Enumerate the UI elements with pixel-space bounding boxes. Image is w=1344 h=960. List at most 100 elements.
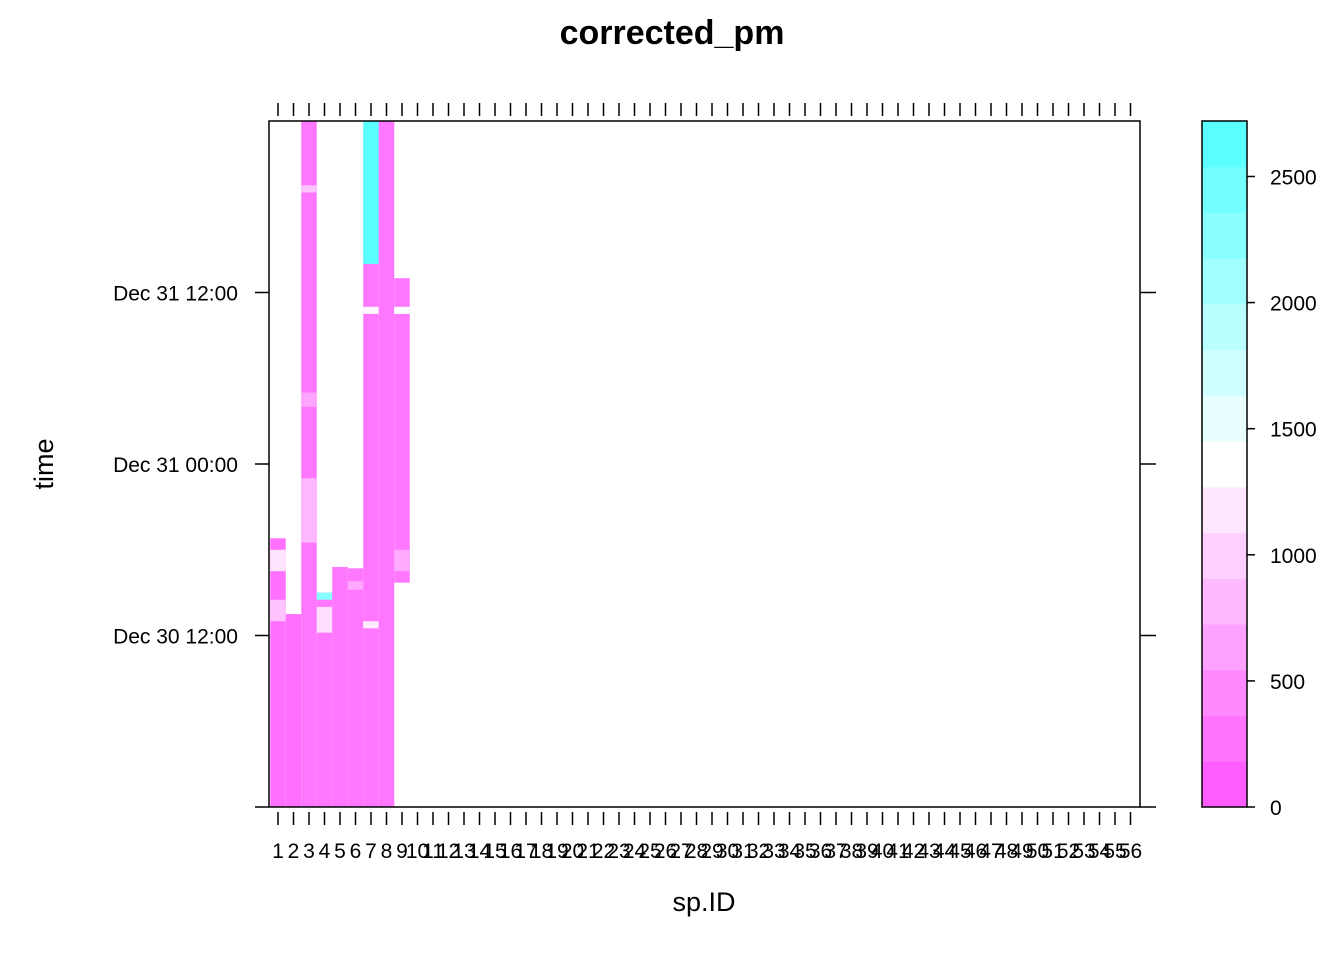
colorbar-band <box>1202 349 1247 396</box>
x-axis-ticks-top <box>277 103 1132 116</box>
x-tick-label: 3 <box>303 840 315 863</box>
x-tick-label: 8 <box>381 840 393 863</box>
x-tick-label: 52 <box>1057 840 1080 863</box>
colorbar-band <box>1202 395 1247 442</box>
y-tick-label: Dec 30 12:00 <box>113 626 238 649</box>
x-tick-label: 20 <box>561 840 584 863</box>
x-tick-label: 5 <box>334 840 346 863</box>
x-tick-label: 19 <box>545 840 568 863</box>
x-tick-label: 30 <box>716 840 739 863</box>
x-tick-label: 42 <box>902 840 925 863</box>
colorbar-band <box>1202 624 1247 671</box>
x-tick-label: 49 <box>1010 840 1033 863</box>
x-tick-label: 7 <box>365 840 377 863</box>
x-tick-label: 34 <box>778 840 802 863</box>
heatmap-cell <box>363 121 379 264</box>
x-tick-label: 27 <box>669 840 692 863</box>
x-tick-label: 40 <box>871 840 894 863</box>
x-tick-label: 12 <box>437 840 460 863</box>
colorbar-frame <box>1201 120 1248 808</box>
colorbar-band <box>1202 258 1247 305</box>
colorbar: 0 500 1000 1500 2000 2500 <box>1201 120 1317 820</box>
x-tick-label: 51 <box>1041 840 1064 863</box>
x-axis-tick-labels: 1 2 3 4 5 6 7 8 91011121314151617181920212223242… <box>272 840 1142 863</box>
y-axis-label: time <box>29 438 59 489</box>
x-tick-label: 53 <box>1072 840 1095 863</box>
heatmap-cell <box>394 306 410 314</box>
x-tick-label: 41 <box>886 840 909 863</box>
x-tick-label: 10 <box>406 840 429 863</box>
x-tick-label: 38 <box>840 840 863 863</box>
x-tick-label: 11 <box>422 840 444 863</box>
colorbar-band <box>1202 715 1247 762</box>
colorbar-band <box>1202 441 1247 488</box>
x-tick-label: 43 <box>917 840 940 863</box>
colorbar-band <box>1202 166 1247 213</box>
x-tick-label: 32 <box>747 840 770 863</box>
x-tick-label: 45 <box>948 840 971 863</box>
heatmap-cell <box>347 581 364 590</box>
x-tick-label: 4 <box>319 840 331 863</box>
x-tick-label: 47 <box>979 840 1002 863</box>
heatmap-cell <box>316 592 333 600</box>
heatmap-cell <box>270 549 286 572</box>
colorbar-band <box>1202 486 1247 534</box>
x-tick-label: 9 <box>396 840 408 863</box>
x-tick-label: 24 <box>623 840 647 863</box>
x-tick-label: 2 <box>288 840 300 863</box>
x-tick-label: 17 <box>514 840 537 863</box>
heatmap-cell <box>316 592 333 807</box>
heatmap-cell <box>347 568 364 807</box>
x-tick-label: 36 <box>809 840 832 863</box>
x-tick-label: 15 <box>483 840 506 863</box>
heatmap-cell <box>363 306 379 314</box>
heatmap-cell <box>363 121 379 807</box>
x-tick-label: 16 <box>499 840 522 863</box>
colorbar-band <box>1202 121 1247 168</box>
heatmap-cell <box>332 566 348 807</box>
heatmap-cell <box>316 606 333 633</box>
x-tick-label: 25 <box>638 840 661 863</box>
x-tick-label: 50 <box>1026 840 1049 863</box>
x-tick-label: 55 <box>1103 840 1126 863</box>
heatmap-cell <box>270 599 286 622</box>
x-tick-label: 14 <box>468 840 492 863</box>
colorbar-tick-label: 0 <box>1270 797 1282 820</box>
colorbar-band <box>1202 303 1247 351</box>
heatmap-cell <box>363 621 379 629</box>
colorbar-tick-label: 1000 <box>1270 545 1317 568</box>
x-tick-label: 6 <box>350 840 362 863</box>
colorbar-tick-label: 2500 <box>1270 166 1317 189</box>
colorbar-band <box>1202 532 1247 579</box>
x-tick-label: 23 <box>607 840 630 863</box>
x-axis-label: sp.ID <box>672 887 735 917</box>
x-tick-label: 1 <box>272 840 284 863</box>
x-tick-label: 21 <box>576 840 599 863</box>
x-tick-label: 31 <box>731 840 754 863</box>
colorbar-tick-label: 2000 <box>1270 293 1317 316</box>
x-tick-label: 44 <box>933 840 957 863</box>
heatmap-cell <box>285 614 302 807</box>
heatmap-cell <box>270 538 286 807</box>
colorbar-tick-label: 500 <box>1270 671 1305 694</box>
x-tick-label: 46 <box>964 840 987 863</box>
y-tick-label: Dec 31 00:00 <box>113 454 238 477</box>
colorbar-band <box>1202 212 1247 259</box>
heatmap-cell <box>301 185 317 193</box>
x-tick-label: 28 <box>685 840 708 863</box>
colorbar-tick-label: 1500 <box>1270 419 1317 442</box>
x-tick-label: 22 <box>592 840 615 863</box>
heatmap-cell <box>378 121 395 807</box>
colorbar-band <box>1202 669 1247 717</box>
heatmap-cell <box>301 121 317 807</box>
x-tick-label: 33 <box>762 840 785 863</box>
x-tick-label: 48 <box>995 840 1018 863</box>
x-tick-label: 29 <box>700 840 723 863</box>
chart-title: corrected_pm <box>560 14 785 52</box>
colorbar-band <box>1202 578 1247 625</box>
heatmap-cell <box>394 549 410 572</box>
x-axis-ticks-bottom <box>277 812 1132 825</box>
heatmap-cell <box>394 278 410 583</box>
x-tick-label: 54 <box>1088 840 1112 863</box>
